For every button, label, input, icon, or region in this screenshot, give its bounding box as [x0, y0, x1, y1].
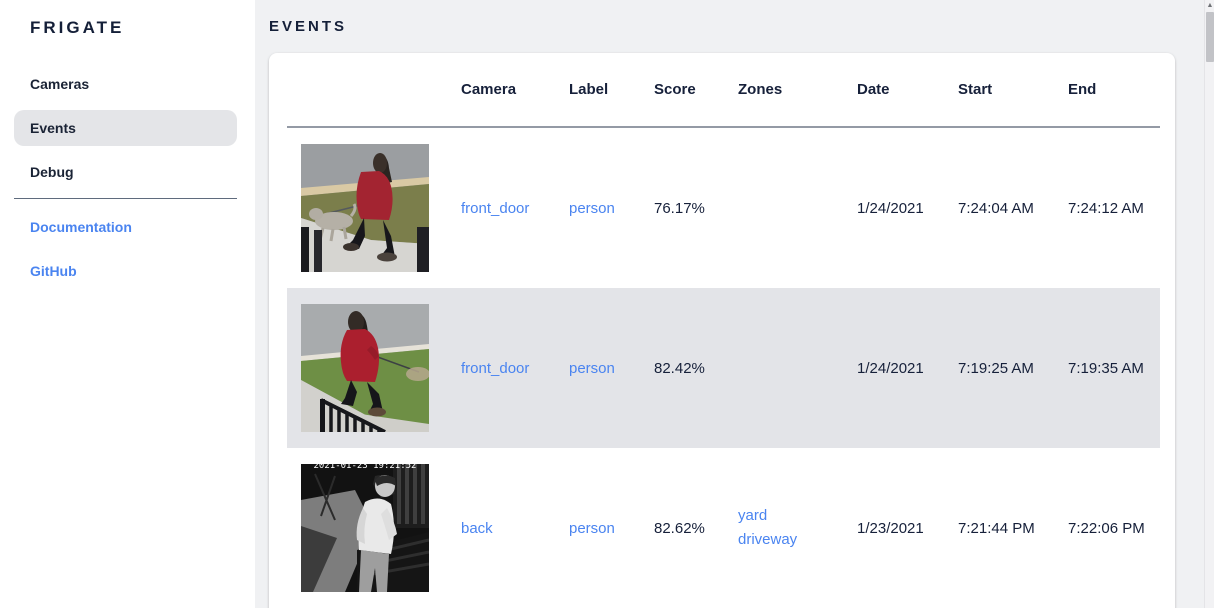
- event-thumbnail[interactable]: 2021-01-23 19:21:52: [301, 464, 429, 592]
- sidebar-item-events[interactable]: Events: [14, 110, 237, 146]
- date-value: 1/24/2021: [857, 359, 924, 377]
- event-row[interactable]: front_door person 76.17% 1/24/2021 7:24:…: [287, 127, 1160, 288]
- end-time-value: 7:22:06 PM: [1068, 519, 1145, 537]
- label-link[interactable]: person: [569, 199, 615, 217]
- events-card: Camera Label Score Zones Date Start End: [269, 53, 1175, 608]
- start-time-value: 7:19:25 AM: [958, 359, 1034, 377]
- svg-text:2021-01-23 19:21:52: 2021-01-23 19:21:52: [314, 464, 417, 471]
- table-header: Camera Label Score Zones Date Start End: [287, 53, 1160, 128]
- sidebar-nav: Cameras Events Debug: [0, 66, 255, 190]
- camera-link[interactable]: front_door: [461, 199, 530, 217]
- start-time-value: 7:21:44 PM: [958, 519, 1035, 537]
- date-value: 1/23/2021: [857, 519, 924, 537]
- camera-link[interactable]: front_door: [461, 359, 530, 377]
- event-row[interactable]: 2021-01-23 19:21:52 back person 82.62% y…: [287, 448, 1160, 608]
- sidebar-item-label: Cameras: [30, 76, 90, 92]
- end-time-value: 7:19:35 AM: [1068, 359, 1144, 377]
- sidebar-link-documentation[interactable]: Documentation: [14, 209, 237, 245]
- score-value: 82.42%: [654, 359, 705, 377]
- column-header-score: Score: [640, 53, 724, 128]
- start-time-value: 7:24:04 AM: [958, 199, 1034, 217]
- label-link[interactable]: person: [569, 519, 615, 537]
- score-value: 76.17%: [654, 199, 705, 217]
- sidebar-item-label: Events: [30, 120, 76, 136]
- column-header-date: Date: [843, 53, 944, 128]
- label-link[interactable]: person: [569, 359, 615, 377]
- column-header-end: End: [1054, 53, 1160, 128]
- zones-cell: [724, 127, 843, 288]
- event-row-selected[interactable]: front_door person 82.42% 1/24/2021 7:19:…: [287, 288, 1160, 448]
- sidebar-link-label: GitHub: [30, 263, 77, 279]
- sidebar-link-github[interactable]: GitHub: [14, 253, 237, 289]
- sidebar-divider: [14, 198, 237, 199]
- app-logo: FRIGATE: [30, 18, 125, 37]
- zones-cell: yard driveway: [724, 448, 843, 608]
- sidebar: FRIGATE Cameras Events Debug Documentati…: [0, 0, 255, 608]
- date-value: 1/24/2021: [857, 199, 924, 217]
- sidebar-item-label: Debug: [30, 164, 74, 180]
- column-header-start: Start: [944, 53, 1054, 128]
- column-header-camera: Camera: [447, 53, 555, 128]
- column-header-label: Label: [555, 53, 640, 128]
- scroll-up-icon[interactable]: ▲: [1206, 2, 1214, 9]
- zones-cell: [724, 288, 843, 448]
- score-value: 82.62%: [654, 519, 705, 537]
- event-thumbnail[interactable]: [301, 304, 429, 432]
- sidebar-link-label: Documentation: [30, 219, 132, 235]
- event-thumbnail[interactable]: [301, 144, 429, 272]
- camera-link[interactable]: back: [461, 519, 493, 537]
- main-content: EVENTS Camera Label Score Zones Date Sta…: [255, 0, 1214, 608]
- zone-link[interactable]: driveway: [738, 531, 798, 548]
- sidebar-item-cameras[interactable]: Cameras: [14, 66, 237, 102]
- page-title: EVENTS: [269, 18, 348, 35]
- column-header-thumbnail: [287, 53, 447, 128]
- zone-link[interactable]: yard: [738, 507, 768, 524]
- end-time-value: 7:24:12 AM: [1068, 199, 1144, 217]
- page-scrollbar[interactable]: ▲: [1204, 0, 1214, 608]
- sidebar-item-debug[interactable]: Debug: [14, 154, 237, 190]
- column-header-zones: Zones: [724, 53, 843, 128]
- scrollbar-thumb[interactable]: [1206, 12, 1214, 62]
- events-table: Camera Label Score Zones Date Start End: [287, 53, 1160, 608]
